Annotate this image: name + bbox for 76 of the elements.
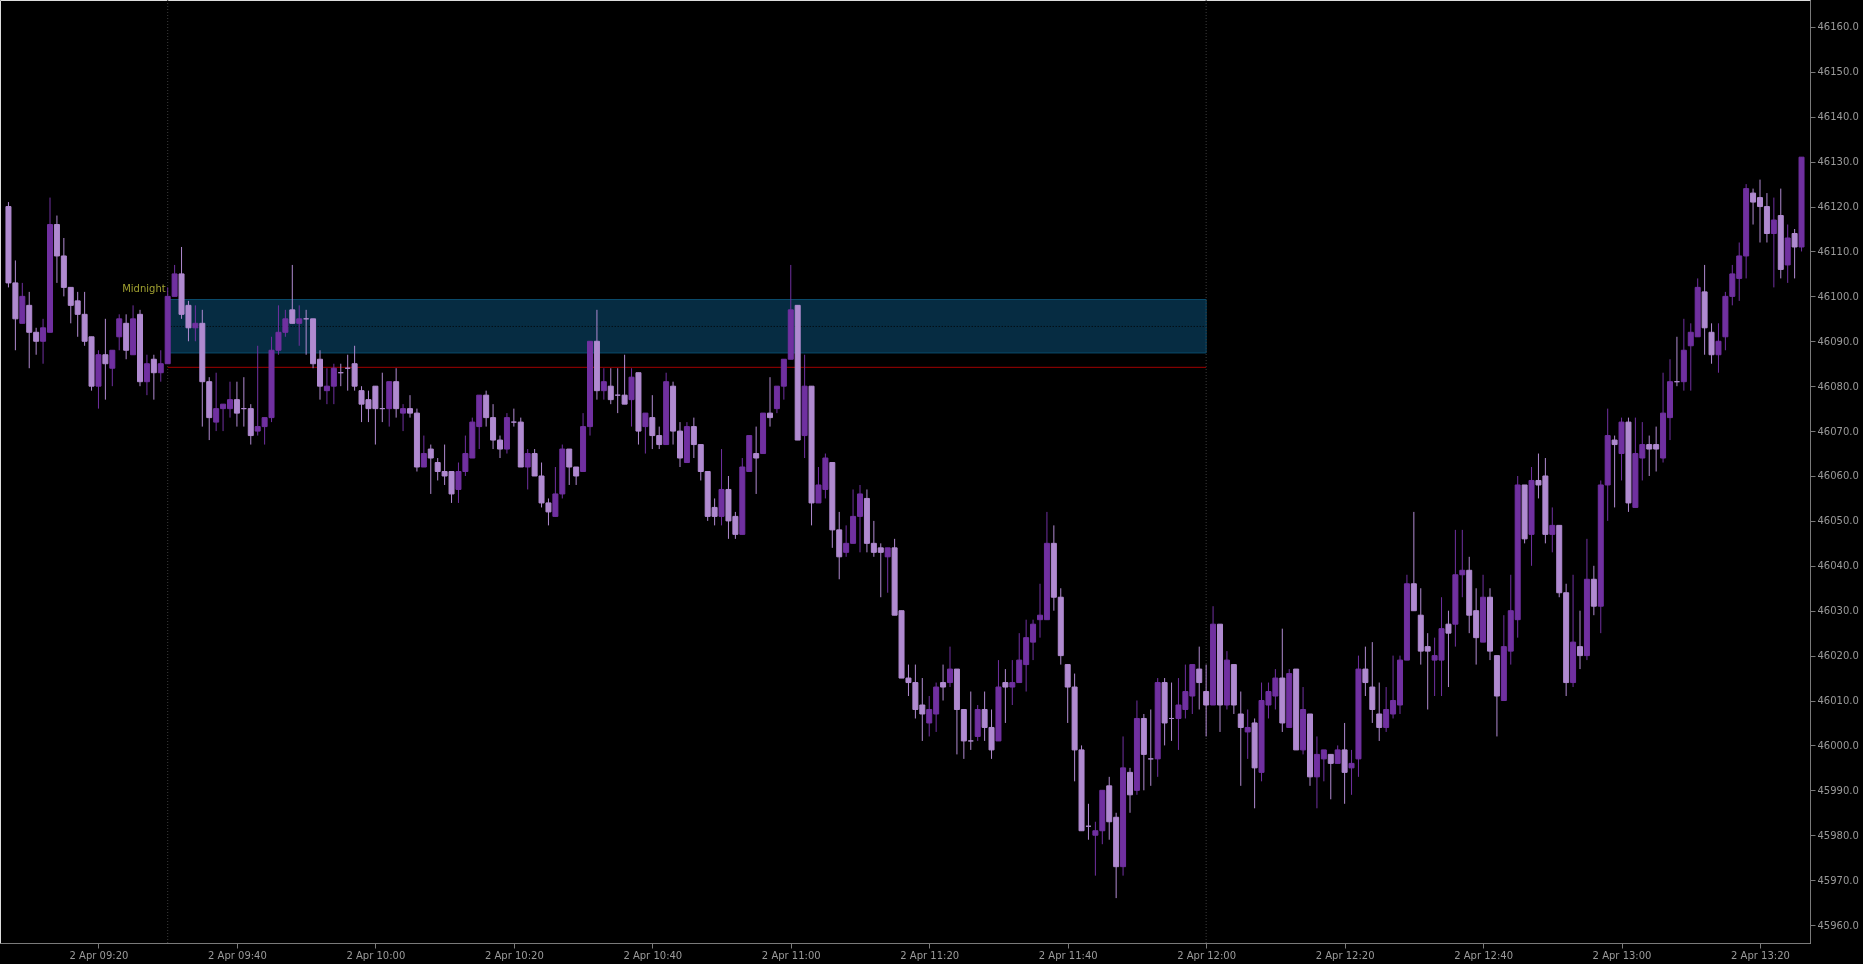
candlestick [1244,709,1251,760]
y-tick-label: 46160.0 [1817,21,1859,33]
y-tick-label: 46140.0 [1817,111,1859,123]
candlestick [1362,646,1369,697]
x-tick-label: 2 Apr 10:00 [346,949,406,961]
candlestick [1341,722,1348,805]
y-tick-label: 46130.0 [1817,156,1859,168]
candlestick [143,354,150,396]
x-tick-label: 2 Apr 11:20 [900,949,960,961]
candlestick [296,304,303,347]
candlestick [1147,709,1154,787]
y-tick-label: 46040.0 [1817,560,1859,572]
candlestick [1348,749,1355,796]
candlestick [1708,322,1715,365]
candlestick [102,318,109,401]
candlestick [642,412,649,455]
y-tick-label: 46010.0 [1817,695,1859,707]
candlestick [289,264,296,324]
y-tick-label: 46060.0 [1817,470,1859,482]
y-tick-label: 46110.0 [1817,245,1859,257]
candlestick [1770,197,1777,288]
x-tick-label: 2 Apr 09:20 [69,949,129,961]
candlestick [400,403,407,432]
x-tick-label: 2 Apr 11:00 [761,949,821,961]
candlestick [116,313,123,351]
y-tick-label: 46030.0 [1817,605,1859,617]
y-tick-label: 45960.0 [1817,919,1859,931]
candlestick [1196,646,1203,710]
x-tick-label: 2 Apr 12:40 [1454,949,1513,961]
candlestick [753,426,760,495]
candlestick [947,646,953,688]
x-tick-label: 2 Apr 13:00 [1592,949,1652,961]
candlestick [940,664,947,702]
candlestick [1002,668,1009,724]
y-tick-label: 46090.0 [1817,335,1859,347]
candlestick [420,435,427,468]
y-tick-label: 46020.0 [1817,650,1859,662]
y-tick-label: 45990.0 [1817,784,1859,796]
y-tick-label: 45970.0 [1817,874,1859,886]
candlestick [1327,753,1334,800]
x-tick-label: 2 Apr 12:20 [1315,949,1375,961]
x-tick-label: 2 Apr 10:40 [623,949,683,961]
x-tick-label: 2 Apr 11:40 [1038,949,1098,961]
candlestick [1611,435,1618,508]
candlestick [1237,691,1244,787]
candlestick [109,349,116,387]
candlestick [524,448,531,490]
y-tick-label: 46150.0 [1817,66,1859,78]
y-tick-label: 46080.0 [1817,380,1859,392]
candlestick [192,304,199,342]
candlestick [1715,322,1722,374]
x-tick-label: 2 Apr 12:00 [1177,949,1237,961]
y-tick-label: 46070.0 [1817,425,1859,437]
candlestick [884,547,891,594]
y-tick-label: 45980.0 [1817,829,1859,841]
y-tick-label: 46000.0 [1817,739,1859,751]
candlestick [1203,664,1210,737]
candlestick [1791,228,1798,279]
x-tick-label: 2 Apr 09:40 [208,949,267,961]
candlestick [628,367,635,428]
y-tick-label: 46100.0 [1817,290,1859,302]
x-tick-label: 2 Apr 13:20 [1731,949,1790,961]
candlestick [1577,610,1583,670]
candlestick [150,354,157,401]
candlestick [1376,682,1383,742]
y-tick-label: 46050.0 [1817,515,1859,527]
candlestick [1369,641,1376,724]
x-tick-label: 2 Apr 10:20 [484,949,544,961]
candlestick [427,444,434,495]
candlestick [1445,610,1452,688]
band-label: Midnight [122,282,166,294]
candlestick [1549,506,1556,553]
y-tick-label: 46120.0 [1817,201,1859,213]
candlestick [767,376,773,428]
candlestick [600,367,607,401]
candlestick [1127,767,1133,814]
